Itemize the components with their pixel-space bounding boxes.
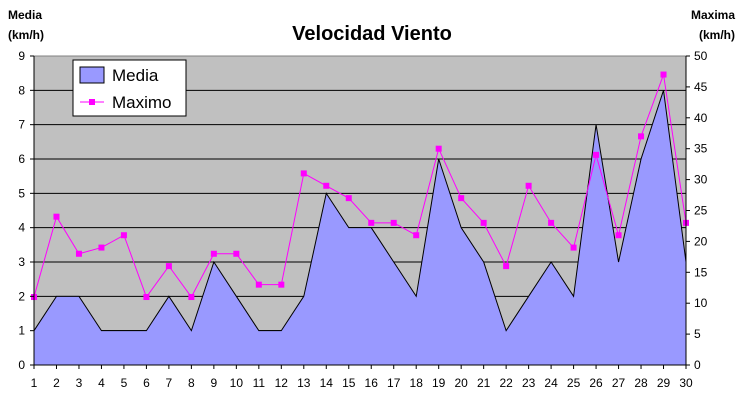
x-tick-label: 15 [342, 376, 356, 390]
maximo-point [593, 151, 600, 158]
maximo-point [525, 182, 532, 189]
maximo-point [75, 250, 82, 257]
chart-title: Velocidad Viento [292, 23, 452, 45]
maximo-point [345, 195, 352, 202]
maximo-point [165, 263, 172, 270]
right-tick-label: 25 [694, 204, 708, 218]
left-tick-label: 9 [18, 49, 25, 63]
x-tick-label: 1 [31, 376, 38, 390]
x-tick-label: 24 [544, 376, 558, 390]
maximo-point [548, 219, 555, 226]
x-tick-label: 30 [679, 376, 693, 390]
right-axis-title-line1: Maxima [691, 8, 735, 22]
right-tick-label: 35 [694, 142, 708, 156]
maximo-point [120, 232, 127, 239]
left-axis-title-line2: (km/h) [8, 28, 44, 42]
left-axis-title-line1: Media [8, 8, 42, 22]
x-tick-label: 5 [121, 376, 128, 390]
right-tick-label: 0 [694, 358, 701, 372]
maximo-point [660, 71, 667, 78]
left-tick-label: 3 [18, 255, 25, 269]
maximo-point [368, 219, 375, 226]
maximo-point [323, 182, 330, 189]
left-tick-label: 0 [18, 358, 25, 372]
maximo-point [413, 232, 420, 239]
right-tick-label: 15 [694, 265, 708, 279]
maximo-point [300, 170, 307, 177]
maximo-point [233, 250, 240, 257]
x-tick-label: 2 [53, 376, 60, 390]
maximo-point [98, 244, 105, 251]
maximo-point [255, 281, 262, 288]
maximo-point [458, 195, 465, 202]
maximo-point [278, 281, 285, 288]
series-media-area [33, 90, 687, 366]
x-tick-label: 14 [320, 376, 334, 390]
maximo-point [435, 145, 442, 152]
x-tick-label: 11 [253, 376, 266, 390]
x-tick-label: 26 [589, 376, 603, 390]
right-axis-title-line2: (km/h) [699, 28, 735, 42]
plot-area [31, 55, 689, 366]
left-tick-label: 6 [18, 152, 25, 166]
x-tick-label: 10 [230, 376, 244, 390]
series-maximo-line [33, 74, 687, 299]
maximo-point [143, 294, 150, 301]
x-tick-label: 27 [612, 376, 626, 390]
x-tick-label: 19 [432, 376, 446, 390]
maximo-point [480, 219, 487, 226]
left-tick-label: 4 [18, 221, 25, 235]
maximo-point [638, 133, 645, 140]
x-tick-label: 23 [522, 376, 536, 390]
left-tick-label: 5 [18, 186, 25, 200]
x-tick-label: 9 [211, 376, 218, 390]
right-tick-label: 45 [694, 80, 708, 94]
right-tick-label: 30 [694, 173, 708, 187]
x-tick-label: 18 [410, 376, 424, 390]
x-tick-label: 6 [143, 376, 150, 390]
maximo-point [570, 244, 577, 251]
legend-swatch-media [79, 66, 105, 84]
maximo-point [188, 294, 195, 301]
x-tick-label: 17 [387, 376, 401, 390]
maximo-point [503, 263, 510, 270]
legend-label-media: Media [112, 66, 159, 85]
right-tick-label: 20 [694, 234, 708, 248]
x-tick-label: 20 [454, 376, 468, 390]
maximo-point [390, 219, 397, 226]
legend-label-maximo: Maximo [112, 93, 172, 112]
x-tick-label: 21 [477, 376, 491, 390]
x-tick-label: 28 [634, 376, 648, 390]
maximo-point [615, 232, 622, 239]
x-tick-label: 16 [365, 376, 379, 390]
left-tick-label: 1 [18, 324, 25, 338]
right-tick-label: 40 [694, 111, 708, 125]
legend-marker-maximo [89, 99, 95, 105]
left-tick-label: 7 [18, 118, 25, 132]
maximo-point [53, 213, 60, 220]
x-tick-label: 12 [275, 376, 289, 390]
legend: Media Maximo [72, 59, 187, 117]
right-tick-label: 5 [694, 327, 701, 341]
x-tick-label: 25 [567, 376, 581, 390]
left-tick-label: 2 [18, 289, 25, 303]
left-tick-label: 8 [18, 83, 25, 97]
x-tick-label: 8 [188, 376, 195, 390]
x-tick-label: 7 [166, 376, 173, 390]
x-tick-label: 13 [297, 376, 311, 390]
x-tick-label: 22 [499, 376, 513, 390]
right-tick-label: 50 [694, 49, 708, 63]
x-tick-label: 3 [76, 376, 83, 390]
maximo-point [210, 250, 217, 257]
x-tick-label: 4 [98, 376, 105, 390]
right-tick-label: 10 [694, 296, 708, 310]
x-tick-label: 29 [657, 376, 671, 390]
